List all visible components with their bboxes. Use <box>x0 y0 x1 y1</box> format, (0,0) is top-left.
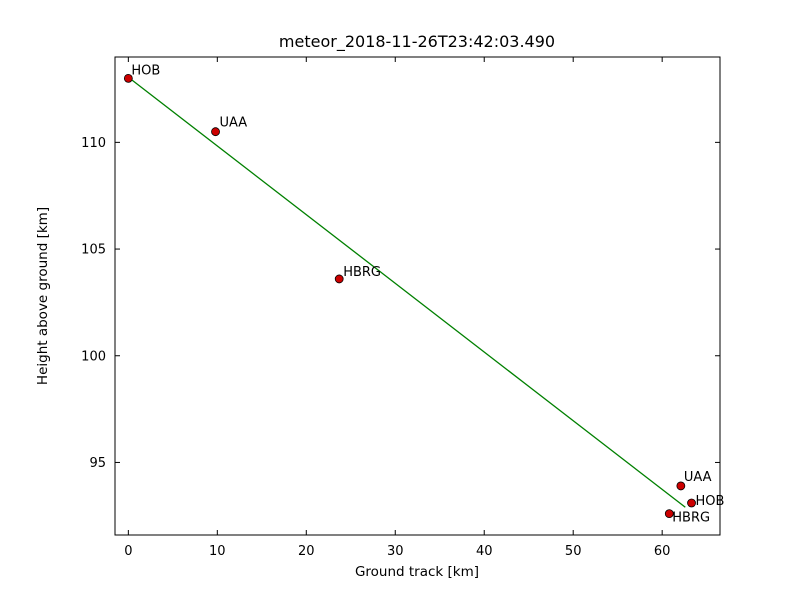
data-point-uaa <box>676 481 686 491</box>
fit-line <box>127 76 686 508</box>
x-axis-label: Ground track [km] <box>355 564 479 580</box>
data-point-hbrg <box>664 509 674 519</box>
data-point-uaa <box>211 127 220 137</box>
plot-content: 0 10 20 30 40 50 60 95 100 105 110 HOB UAA HBRG UAA HOB… <box>81 56 725 559</box>
point-label: UAA <box>684 470 712 485</box>
y-axis-label: Height above ground [km] <box>35 207 51 385</box>
y-tick-label: 105 <box>81 243 106 258</box>
x-tick-label: 40 <box>476 544 493 559</box>
x-tick-label: 60 <box>654 544 671 559</box>
point-label: HOB <box>696 494 725 509</box>
chart-title: meteor_2018-11-26T23:42:03.490 <box>279 32 555 52</box>
point-label: HBRG <box>343 265 381 280</box>
x-tick-label: 0 <box>124 544 132 559</box>
x-tick-label: 10 <box>209 544 226 559</box>
y-tick-label: 110 <box>81 136 106 151</box>
x-tick-label: 30 <box>387 544 404 559</box>
y-tick-label: 100 <box>81 349 106 364</box>
point-label: UAA <box>220 116 248 131</box>
x-tick-label: 20 <box>298 544 315 559</box>
data-point-hob <box>123 73 133 83</box>
point-label: HBRG <box>672 511 710 526</box>
x-tick-label: 50 <box>565 544 582 559</box>
y-tick-label: 95 <box>89 456 106 471</box>
axes-frame <box>114 56 721 536</box>
data-point-hbrg <box>334 274 344 284</box>
point-label: HOB <box>131 63 160 78</box>
data-point-hob <box>687 498 696 508</box>
